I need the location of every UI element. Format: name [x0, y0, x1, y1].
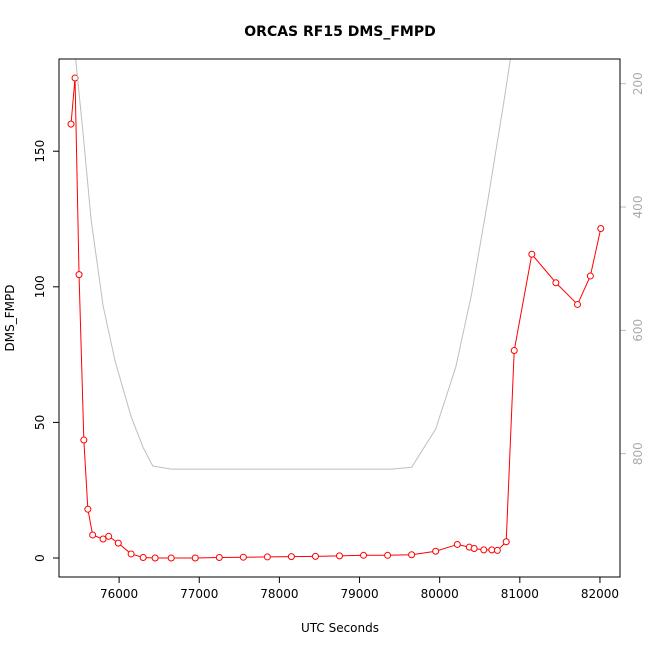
x-tick-label: 78000 [260, 587, 298, 601]
data-point [191, 554, 199, 562]
y-tick-label: 50 [33, 415, 47, 430]
y2-tick-label: 600 [631, 319, 645, 342]
data-point [510, 347, 518, 355]
data-point [528, 250, 536, 258]
x-axis-label: UTC Seconds [301, 621, 379, 635]
data-point [408, 551, 416, 559]
data-point [239, 553, 247, 561]
data-point [151, 554, 159, 562]
x-tick-label: 77000 [180, 587, 218, 601]
data-point [574, 300, 582, 308]
data-point [80, 436, 88, 444]
data-point [480, 546, 488, 554]
data-point [99, 535, 107, 543]
data-point [67, 120, 75, 128]
data-point [84, 505, 92, 513]
y-tick-label: 150 [33, 140, 47, 163]
x-tick-label: 79000 [340, 587, 378, 601]
y2-tick-label: 800 [631, 442, 645, 465]
data-point [432, 547, 440, 555]
data-point [453, 540, 461, 548]
data-point [502, 538, 510, 546]
data-point [597, 225, 605, 232]
data-point [336, 552, 343, 560]
data-point [360, 551, 368, 559]
y-tick-label: 100 [33, 275, 47, 298]
chart-title: ORCAS RF15 DMS_FMPD [244, 24, 435, 40]
y2-tick-label: 200 [631, 72, 645, 95]
data-point [493, 546, 501, 554]
data-point [105, 532, 113, 540]
plot-frame [58, 58, 621, 578]
y-axis-label: DMS_FMPD [3, 285, 17, 352]
data-point [75, 271, 83, 279]
data-point [114, 539, 122, 547]
data-point [488, 546, 496, 554]
data-point [127, 550, 135, 558]
data-point [139, 553, 147, 561]
x-tick-label: 76000 [100, 587, 138, 601]
data-point [384, 551, 392, 559]
primary-series-line [70, 77, 602, 559]
axes-layer: 76000 77000 78000 79000 80000 81000 82000 0 50 10… [33, 72, 645, 601]
data-point [552, 279, 560, 287]
x-tick-label: 80000 [421, 587, 459, 601]
data-point [263, 553, 271, 561]
data-point [215, 553, 223, 561]
y-tick-label: 0 [33, 554, 47, 562]
data-point [311, 552, 319, 560]
data-point [470, 545, 478, 553]
data-point [287, 553, 295, 561]
secondary-series-line [75, 59, 511, 470]
x-tick-label: 81000 [501, 587, 539, 601]
series-layer [67, 59, 605, 562]
y2-tick-label: 400 [631, 196, 645, 219]
data-point [167, 554, 175, 562]
x-tick-label: 82000 [581, 587, 619, 601]
data-point [89, 531, 97, 539]
data-point [586, 272, 594, 280]
